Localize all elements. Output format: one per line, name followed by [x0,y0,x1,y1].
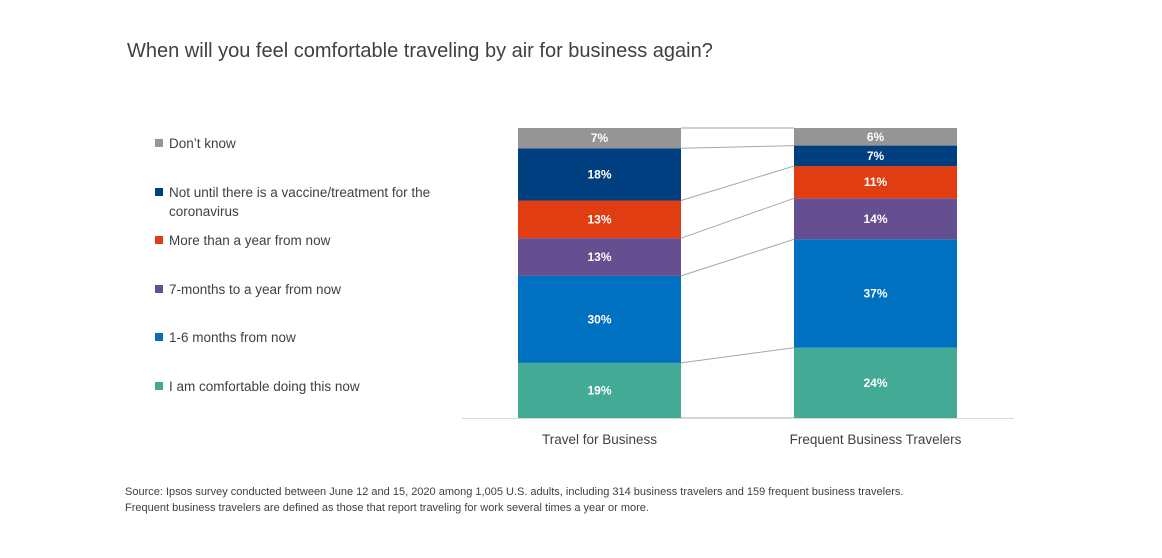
legend-label-dont-know: Don’t know [169,136,236,151]
bar-segment-frequent-business-travelers-7-months-to-a-year-from-now [794,198,957,240]
bar-segment-frequent-business-travelers-more-than-a-year-from-now [794,166,957,199]
legend-swatch-vaccine [155,188,163,196]
legend-label-more-than-year: More than a year from now [169,233,331,248]
connector-line-more-than-a-year-from-now [680,165,795,201]
legend-item-1-6-months: 1-6 months from now [155,328,455,347]
data-label-travel-for-business-7-months-to-a-year-from-now: 13% [587,250,611,264]
data-label-frequent-business-travelers-not-until-there-is-a-vaccine-treatment-for-the-coronavirus: 7% [867,149,885,163]
bar-segment-travel-for-business-don-t-know [518,128,681,149]
legend-swatch-more-than-year [155,236,163,244]
bar-segment-travel-for-business-7-months-to-a-year-from-now [518,238,681,276]
legend-swatch-dont-know [155,139,163,147]
legend-swatch-1-6-months [155,333,163,341]
category-label-travel-for-business: Travel for Business [542,432,657,447]
legend-item-vaccine: Not until there is a vaccine/treatment f… [155,183,455,221]
bar-segment-travel-for-business-more-than-a-year-from-now [518,200,681,239]
source-line-2: Frequent business travelers are defined … [125,502,649,514]
connector-line-7-months-to-a-year-from-now [680,197,795,239]
legend-label-1-6-months: 1-6 months from now [169,330,296,345]
data-label-frequent-business-travelers-7-months-to-a-year-from-now: 14% [863,212,887,226]
data-label-frequent-business-travelers-don-t-know: 6% [867,130,885,144]
legend-swatch-7-months [155,285,163,293]
data-label-travel-for-business-more-than-a-year-from-now: 13% [587,212,611,226]
connector-line-not-until-there-is-a-vaccine-treatment-for-the-coronavirus [680,145,795,149]
bar-segment-frequent-business-travelers-not-until-there-is-a-vaccine-treatment-for-the-coronavirus [794,145,957,167]
data-label-travel-for-business-1-6-months-from-now: 30% [587,312,611,326]
bar-segment-frequent-business-travelers-i-am-comfortable-doing-this-now [794,347,957,418]
bar-segment-travel-for-business-1-6-months-from-now [518,275,681,363]
legend-label-vaccine: Not until there is a vaccine/treatment f… [169,185,431,219]
data-label-travel-for-business-i-am-comfortable-doing-this-now: 19% [587,383,611,397]
data-label-travel-for-business-don-t-know: 7% [591,131,609,145]
data-label-travel-for-business-not-until-there-is-a-vaccine-treatment-for-the-coronavirus: 18% [587,167,611,181]
data-label-frequent-business-travelers-more-than-a-year-from-now: 11% [864,175,888,189]
source-line-1: Source: Ipsos survey conducted between J… [125,486,904,498]
legend-item-dont-know: Don’t know [155,134,455,153]
legend-label-comfortable-now: I am comfortable doing this now [169,379,360,394]
legend-label-7-months: 7-months to a year from now [169,282,341,297]
connector-line-1-6-months-from-now [680,238,795,277]
bar-segment-frequent-business-travelers-don-t-know [794,128,957,146]
data-label-frequent-business-travelers-i-am-comfortable-doing-this-now: 24% [863,376,887,390]
legend-swatch-comfortable-now [155,382,163,390]
category-label-frequent-business-travelers: Frequent Business Travelers [790,432,962,447]
legend-item-more-than-year: More than a year from now [155,231,455,250]
legend-item-comfortable-now: I am comfortable doing this now [155,377,455,396]
source-note: Source: Ipsos survey conducted between J… [125,484,1025,516]
bar-segment-travel-for-business-not-until-there-is-a-vaccine-treatment-for-the-coronavirus [518,148,681,201]
chart-title: When will you feel comfortable traveling… [127,40,713,62]
connector-line-i-am-comfortable-doing-this-now [680,347,795,364]
data-label-frequent-business-travelers-1-6-months-from-now: 37% [863,287,887,301]
legend-item-7-months: 7-months to a year from now [155,280,455,299]
bar-segment-frequent-business-travelers-1-6-months-from-now [794,239,957,348]
bar-segment-travel-for-business-i-am-comfortable-doing-this-now [518,362,681,418]
